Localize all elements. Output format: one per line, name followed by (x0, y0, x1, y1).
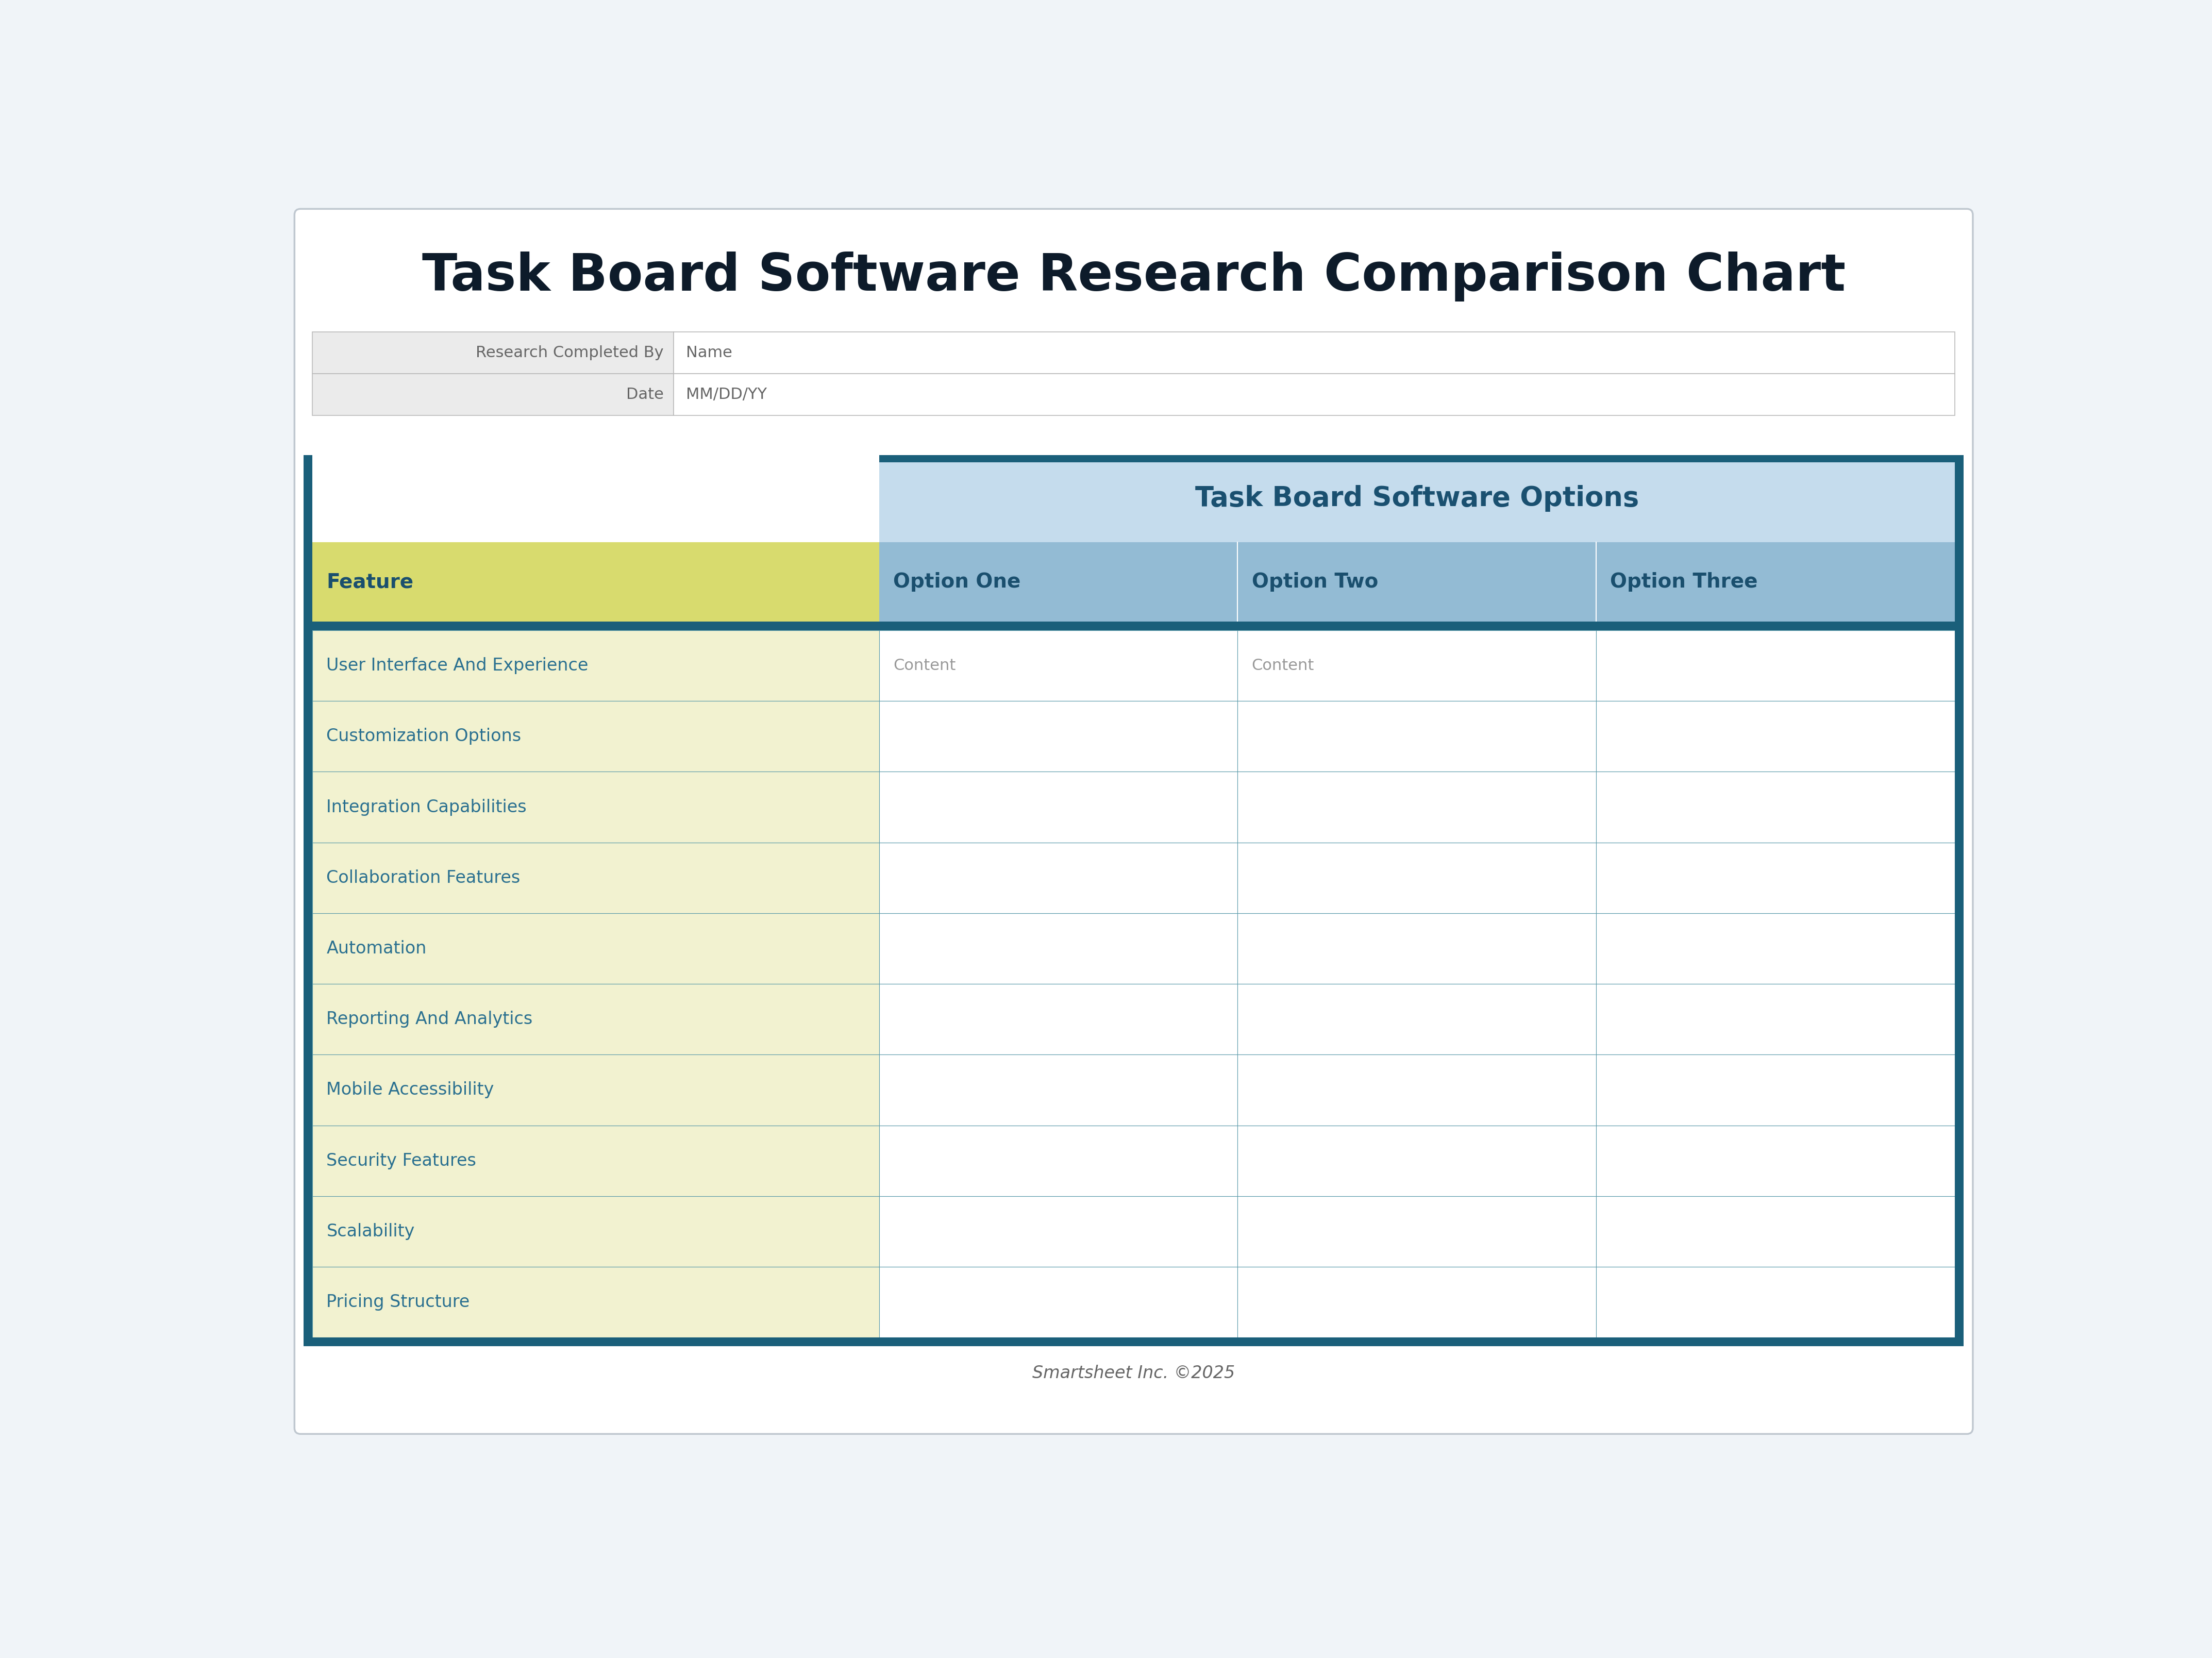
Text: Integration Capabilities: Integration Capabilities (327, 799, 526, 816)
Bar (312, 542, 878, 622)
Text: Feature: Feature (327, 572, 414, 592)
Bar (878, 454, 1955, 463)
Bar (312, 332, 675, 373)
Bar (878, 701, 1239, 771)
Bar (312, 701, 878, 771)
Bar (878, 771, 1239, 842)
Bar (1239, 1267, 1597, 1338)
Bar (878, 842, 1239, 914)
Bar (312, 842, 878, 914)
Bar (1597, 701, 1955, 771)
Bar (1239, 771, 1597, 842)
FancyBboxPatch shape (294, 209, 1973, 1434)
Bar (1239, 630, 1597, 701)
Bar (1597, 771, 1955, 842)
Bar (312, 1195, 878, 1267)
Text: Option One: Option One (894, 572, 1020, 592)
Bar (675, 332, 1955, 373)
Bar (1597, 842, 1955, 914)
Bar (878, 914, 1239, 983)
Bar (1597, 983, 1955, 1054)
Bar (312, 1054, 878, 1126)
Bar (1239, 983, 1597, 1054)
Text: Option Two: Option Two (1252, 572, 1378, 592)
Bar (878, 542, 1239, 622)
Bar (312, 771, 878, 842)
Text: User Interface And Experience: User Interface And Experience (327, 657, 588, 675)
Bar (1239, 1195, 1597, 1267)
Text: Security Features: Security Features (327, 1152, 476, 1169)
Bar (1597, 1054, 1955, 1126)
Bar (878, 983, 1239, 1054)
Text: Task Board Software Options: Task Board Software Options (1194, 486, 1639, 512)
Text: Customization Options: Customization Options (327, 728, 522, 744)
Text: Name: Name (686, 345, 732, 360)
Bar (1239, 542, 1597, 622)
Text: Automation: Automation (327, 940, 427, 957)
Bar (1597, 914, 1955, 983)
Bar (312, 630, 878, 701)
Bar (878, 1126, 1239, 1195)
Text: Scalability: Scalability (327, 1224, 416, 1240)
Bar (878, 1195, 1239, 1267)
Bar (312, 1267, 878, 1338)
Bar (312, 622, 1955, 630)
Text: Research Completed By: Research Completed By (476, 345, 664, 360)
Bar (675, 373, 1955, 415)
Bar (1597, 1267, 1955, 1338)
Bar (1239, 842, 1597, 914)
Bar (1597, 1195, 1955, 1267)
Text: Smartsheet Inc. ©2025: Smartsheet Inc. ©2025 (1033, 1365, 1234, 1381)
Bar (312, 983, 878, 1054)
Bar (1597, 630, 1955, 701)
Bar (1597, 1126, 1955, 1195)
Bar (303, 454, 312, 1346)
Text: Mobile Accessibility: Mobile Accessibility (327, 1081, 493, 1099)
Text: Pricing Structure: Pricing Structure (327, 1293, 469, 1311)
Bar (878, 1054, 1239, 1126)
Bar (312, 373, 675, 415)
Bar (878, 1267, 1239, 1338)
Text: Task Board Software Research Comparison Chart: Task Board Software Research Comparison … (422, 252, 1845, 302)
Text: Date: Date (626, 386, 664, 401)
Bar (1239, 701, 1597, 771)
Text: Content: Content (1252, 658, 1314, 673)
Bar (312, 1338, 1955, 1346)
Bar (1239, 1054, 1597, 1126)
Text: Content: Content (894, 658, 956, 673)
Text: Reporting And Analytics: Reporting And Analytics (327, 1011, 533, 1028)
Bar (1955, 454, 1964, 1346)
Bar (878, 630, 1239, 701)
Bar (878, 463, 1955, 542)
Bar (312, 914, 878, 983)
Bar (1239, 1126, 1597, 1195)
Bar (1597, 542, 1955, 622)
Bar (1239, 914, 1597, 983)
Bar (312, 1126, 878, 1195)
Text: Option Three: Option Three (1610, 572, 1759, 592)
Text: Collaboration Features: Collaboration Features (327, 869, 520, 887)
Text: MM/DD/YY: MM/DD/YY (686, 386, 768, 401)
